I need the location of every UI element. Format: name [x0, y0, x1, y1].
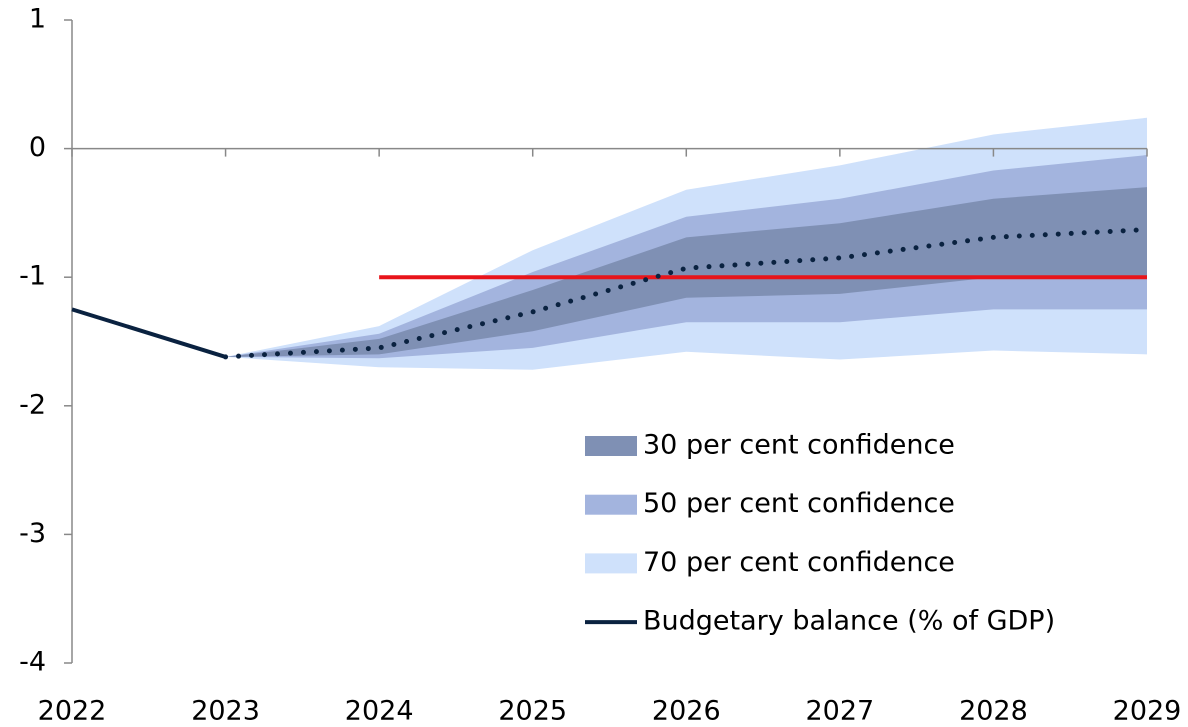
y-tick-label: 0	[29, 132, 46, 163]
legend-swatch	[585, 436, 637, 456]
y-tick-label: -4	[19, 647, 46, 678]
x-tick-label: 2029	[1113, 696, 1182, 727]
legend-label: 70 per cent confidence	[643, 547, 955, 578]
y-tick-label: -3	[19, 518, 46, 549]
x-tick-label: 2027	[805, 696, 874, 727]
y-tick-label: -2	[19, 389, 46, 420]
x-tick-label: 2022	[38, 696, 107, 727]
legend-label: 30 per cent confidence	[643, 430, 955, 461]
legend-swatch	[585, 494, 637, 515]
y-tick-label: -1	[19, 261, 46, 292]
legend-label: Budgetary balance (% of GDP)	[643, 606, 1055, 637]
projection-line	[223, 227, 1150, 360]
x-tick-label: 2026	[652, 696, 721, 727]
legend-label: 50 per cent confidence	[643, 488, 955, 519]
legend-swatch	[585, 553, 637, 574]
y-tick-label: 1	[29, 4, 46, 35]
x-tick-label: 2025	[498, 696, 567, 727]
x-tick-label: 2023	[191, 696, 260, 727]
confidence-band	[225, 187, 1148, 357]
x-tick-label: 2028	[959, 696, 1028, 727]
x-tick-label: 2024	[345, 696, 414, 727]
balance-line	[71, 307, 227, 359]
